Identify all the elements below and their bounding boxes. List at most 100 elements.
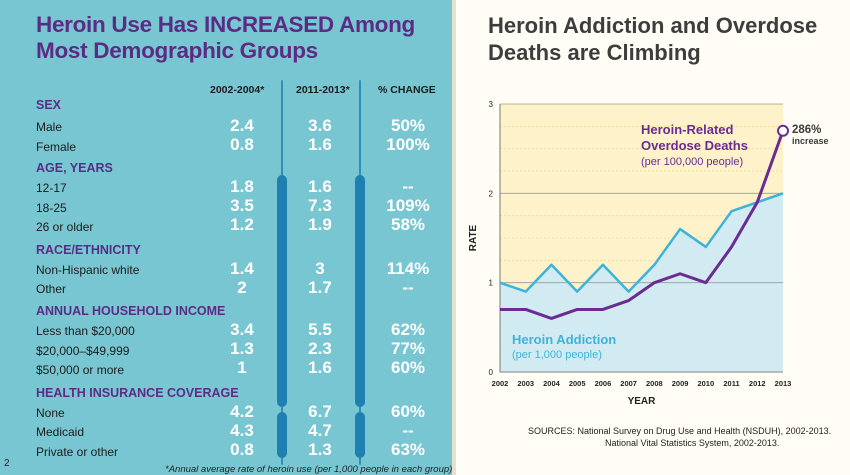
x-tick-label: 2008 [646,379,663,388]
value-percent-change: 58% [390,215,426,234]
value-2002-2004: 2 [237,278,247,297]
value-2002-2004: 3.5 [230,196,254,215]
column-header-2002-2004: 2002-2004* [210,84,265,96]
value-2002-2004: 1.4 [230,259,254,278]
row-label: $50,000 or more [36,363,125,377]
series-sublabel-addiction: (per 1,000 people) [512,349,602,361]
value-2011-2013: 1.6 [308,135,332,154]
value-percent-change: 77% [390,339,426,358]
footnote: *Annual average rate of heroin use (per … [165,464,452,475]
value-percent-change: 100% [386,135,430,154]
y-tick-label: 1 [489,279,494,288]
value-2002-2004: 1 [237,358,247,377]
section-heading-insurance: HEALTH INSURANCE COVERAGE [36,386,239,400]
sources-line-2: National Vital Statistics System, 2002-2… [605,438,780,448]
value-2002-2004: 0.8 [230,440,254,459]
section-heading-age: AGE, YEARS [36,161,113,175]
y-tick-label: 0 [489,368,494,377]
value-2011-2013: 1.6 [308,177,332,196]
value-percent-change: 109% [386,196,430,215]
series-label-addiction: Heroin Addiction [512,332,616,347]
x-tick-label: 2011 [723,379,739,388]
series-label-deaths-line2: Overdose Deaths [641,138,748,153]
section-heading-income: ANNUAL HOUSEHOLD INCOME [36,304,226,318]
column-divider-bar-right [355,175,365,407]
value-2002-2004: 2.4 [230,116,254,135]
value-2011-2013: 5.5 [308,320,332,339]
x-tick-label: 2006 [595,379,612,388]
x-tick-label: 2003 [517,379,534,388]
row-label: 18-25 [36,201,67,215]
x-tick-label: 2007 [620,379,637,388]
section-heading-sex: SEX [36,98,62,112]
row-label: Female [36,140,77,154]
left-panel-title: Heroin Use Has INCREASED Among Most Demo… [36,12,415,63]
annotation-percent: 286% [792,124,821,136]
right-panel-title: Heroin Addiction and Overdose Deaths are… [488,13,818,65]
value-2002-2004: 1.3 [230,339,254,358]
left-panel: Heroin Use Has INCREASED Among Most Demo… [0,0,452,475]
row-label: Male [36,120,63,134]
sources-line-1: SOURCES: National Survey on Drug Use and… [528,426,832,436]
x-tick-label: 2004 [543,379,561,388]
row-label: None [36,406,65,420]
column-header-percent-change: % CHANGE [378,84,436,96]
series-label-deaths-line1: Heroin-Related [641,122,734,137]
value-2011-2013: 6.7 [308,402,332,421]
value-percent-change: -- [402,421,414,440]
value-2002-2004: 4.3 [230,421,254,440]
x-tick-label: 2009 [672,379,689,388]
row-label: 26 or older [36,220,94,234]
column-divider-bar-left-lower [277,412,287,458]
series-line-heroin-addiction [499,192,784,293]
x-tick-label: 2013 [775,379,792,388]
row-label: 12-17 [36,181,67,195]
row-label: Private or other [36,445,119,459]
value-percent-change: 114% [386,259,430,278]
value-percent-change: -- [402,278,414,297]
row-label: Medicaid [36,425,85,439]
value-percent-change: -- [402,177,414,196]
x-axis-label: YEAR [628,396,657,407]
y-tick-label: 2 [489,189,494,198]
value-2002-2004: 1.2 [230,215,254,234]
column-divider-bar-right-lower [355,412,365,458]
y-axis-label: RATE [468,224,479,251]
y-tick-label: 3 [489,100,494,109]
value-2011-2013: 3.6 [308,116,332,135]
x-tick-label: 2002 [492,379,509,388]
section-heading-race: RACE/ETHNICITY [36,243,141,257]
row-label: Other [36,282,67,296]
value-percent-change: 63% [390,440,426,459]
value-percent-change: 50% [390,116,426,135]
value-2002-2004: 0.8 [230,135,254,154]
value-2011-2013: 3 [315,259,325,278]
value-percent-change: 62% [390,320,426,339]
value-2011-2013: 1.9 [308,215,332,234]
value-2011-2013: 1.7 [308,278,332,297]
value-2002-2004: 3.4 [230,320,254,339]
value-2011-2013: 1.3 [308,440,332,459]
x-tick-label: 2010 [697,379,714,388]
value-2011-2013: 4.7 [308,421,332,440]
series-sublabel-deaths: (per 100,000 people) [641,156,743,168]
page-number: 2 [4,458,10,469]
series-line-overdose-deaths [500,130,785,320]
value-2002-2004: 1.8 [230,177,254,196]
row-label: $20,000–$49,999 [36,344,130,358]
value-2011-2013: 7.3 [308,196,332,215]
column-header-2011-2013: 2011-2013* [296,84,350,96]
x-tick-label: 2005 [569,379,586,388]
value-2002-2004: 4.2 [230,402,254,421]
annotation-text: increase [792,136,829,146]
row-label: Non-Hispanic white [36,263,140,277]
value-percent-change: 60% [390,358,426,377]
row-label: Less than $20,000 [36,324,135,338]
column-divider-bar-left [277,175,287,407]
series-endpoint-marker [777,124,789,137]
panel-divider [452,0,456,475]
value-2011-2013: 1.6 [308,358,332,377]
right-panel: Heroin Addiction and Overdose Deaths are… [452,0,850,475]
line-chart: 0 1 2 3 2002 2003 2004 2005 2006 2007 2008 2009 2010… [452,0,829,475]
x-tick-label: 2012 [749,379,766,388]
